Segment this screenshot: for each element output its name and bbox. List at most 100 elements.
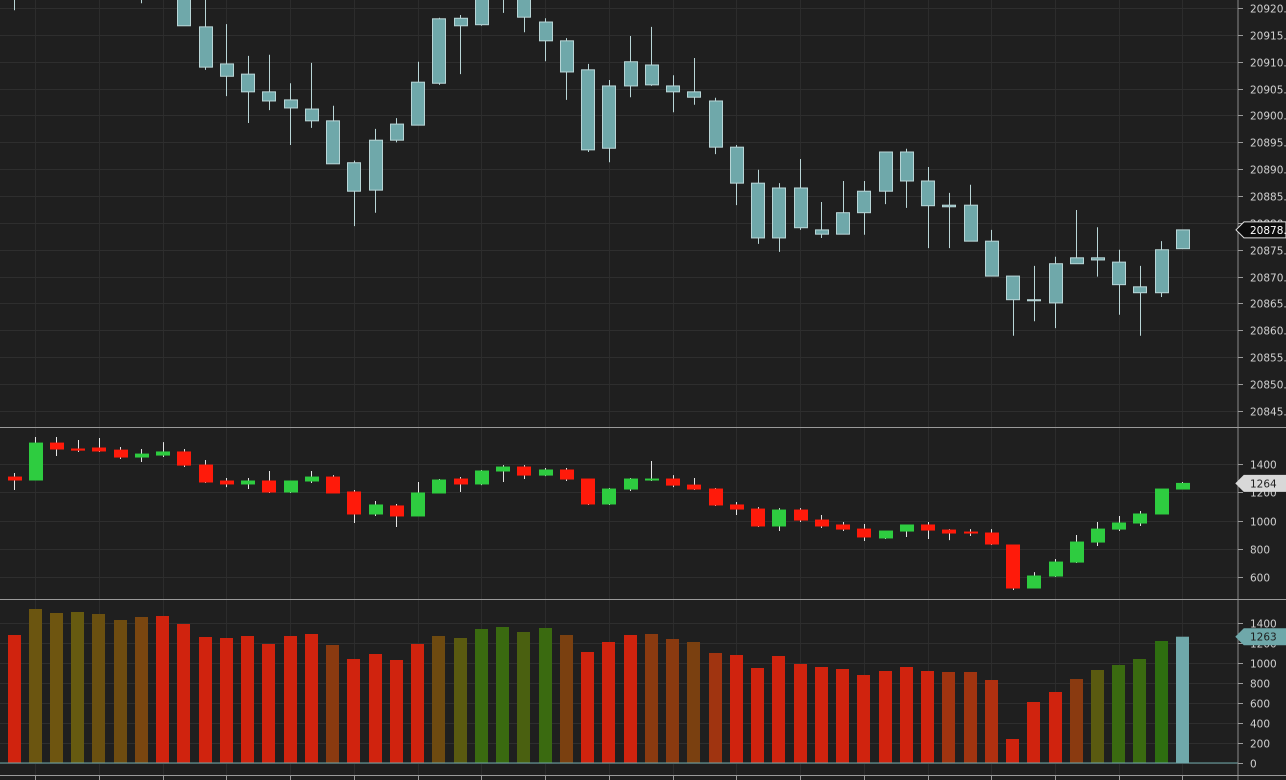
volume-bar (1091, 670, 1104, 763)
volume-bar (1176, 636, 1189, 763)
candle-body (411, 81, 425, 126)
candle-body (1070, 257, 1084, 265)
candle-body (687, 484, 701, 490)
candle-body (1112, 261, 1126, 286)
volume-bar (517, 632, 530, 763)
volume-bar (942, 672, 955, 763)
volume-bar (836, 669, 849, 763)
volume-bar (645, 634, 658, 763)
candle-body (560, 40, 574, 73)
volume-bar (730, 655, 743, 763)
volume-bar (177, 624, 190, 763)
candle-body (390, 505, 404, 517)
y-tick-label: 20905.0 (1250, 85, 1286, 97)
candle-body (1133, 286, 1147, 294)
candle-body (326, 120, 340, 165)
candle-body (942, 529, 956, 534)
volume-bar (1112, 665, 1125, 763)
candle-body (751, 508, 765, 527)
volume-bar (539, 628, 552, 763)
volume-bar (347, 659, 360, 763)
volume-bar (369, 654, 382, 763)
y-tick-label: 20920.0 (1250, 4, 1286, 16)
candle-body (751, 182, 765, 239)
candle-body (50, 442, 64, 450)
candle-body (496, 466, 510, 472)
candle-body (305, 108, 319, 122)
volume-bar (156, 616, 169, 763)
volume-bar (262, 644, 275, 763)
y-tick-label: 20870.0 (1250, 273, 1286, 285)
volume-bar (50, 613, 63, 763)
candle-body (8, 476, 22, 481)
candle-body (815, 519, 829, 527)
y-tick-label: 600 (1250, 699, 1270, 711)
candle-body (475, 470, 489, 485)
candle-body (517, 466, 531, 476)
last-value-label: 20878.7 (1250, 225, 1286, 237)
volume-bar (666, 639, 679, 763)
candle-body (985, 532, 999, 545)
last-value-badge (1235, 474, 1286, 492)
volume-bar (1070, 679, 1083, 763)
candle-body (411, 492, 425, 517)
candle-body (1070, 541, 1084, 563)
candle-body (1091, 257, 1105, 261)
volume-bar (496, 627, 509, 763)
volume-bar (794, 664, 807, 763)
y-tick-label: 20845.0 (1250, 407, 1286, 419)
candle-body (857, 190, 871, 214)
volume-bar (1049, 692, 1062, 763)
candle-body (262, 91, 276, 102)
candle-body (921, 180, 935, 207)
volume-bar (687, 642, 700, 763)
candle-body (284, 99, 298, 109)
candle-body (1112, 522, 1126, 530)
candle-body (1133, 513, 1147, 524)
volume-bar (581, 652, 594, 763)
panel-plot (8, 437, 1190, 590)
candle-body (709, 100, 723, 148)
panel-plot (0, 609, 1238, 764)
candle-body (730, 504, 744, 510)
y-tick-label: 1400 (1250, 460, 1277, 472)
candle-body (390, 123, 404, 141)
volume-bar (411, 644, 424, 763)
candle-body (624, 61, 638, 87)
candle-body (794, 509, 808, 521)
volume-bar (709, 653, 722, 763)
panel-plot (14, 0, 1190, 336)
axis-layer: 20845.0 20850.0 20855.0 20860.0 20865.0 20870… (35, 4, 1286, 780)
candle-body (1027, 575, 1041, 589)
volume-bar (241, 636, 254, 763)
candle-body (262, 480, 276, 493)
candle-body (347, 162, 361, 192)
volume-bar (751, 668, 764, 763)
candle-body (454, 17, 468, 27)
candle-body (177, 0, 191, 27)
candle-body (517, 0, 531, 18)
y-tick-label: 1000 (1250, 517, 1277, 529)
y-tick-label: 800 (1250, 545, 1270, 557)
candle-body (857, 528, 871, 538)
y-tick-label: 20850.0 (1250, 380, 1286, 392)
volume-bar (857, 675, 870, 763)
candle-body (836, 212, 850, 235)
candle-body (879, 151, 893, 192)
y-tick-label: 0 (1250, 759, 1257, 771)
candle-body (305, 476, 319, 482)
volume-bar (432, 636, 445, 763)
volume-bar (390, 660, 403, 763)
candle-body (1155, 488, 1169, 515)
candle-body (645, 64, 659, 86)
candle-body (624, 478, 638, 490)
volume-bar (772, 656, 785, 763)
candle-body (772, 509, 786, 527)
candle-body (921, 524, 935, 531)
candle-body (220, 480, 234, 485)
candle-body (815, 229, 829, 235)
candle-body (369, 139, 383, 191)
volume-bar (879, 671, 892, 763)
volume-bar (305, 634, 318, 763)
